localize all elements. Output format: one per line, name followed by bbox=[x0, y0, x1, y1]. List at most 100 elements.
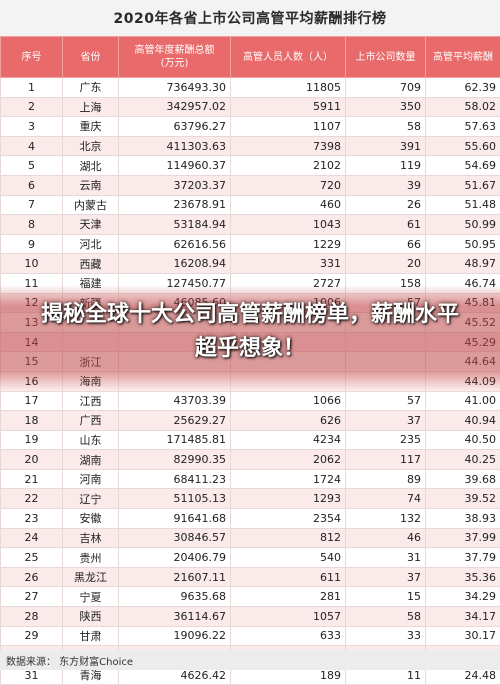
total-salary-cell: 19096.22 bbox=[119, 626, 231, 646]
exec-count-cell: 1057 bbox=[231, 607, 346, 627]
exec-count-cell: 626 bbox=[231, 411, 346, 431]
rank-cell: 2 bbox=[1, 97, 63, 117]
exec-count-cell: 2354 bbox=[231, 509, 346, 529]
headline-text[interactable]: 揭秘全球十大公司高管薪酬榜单，薪酬水平超乎想象！ bbox=[40, 298, 460, 366]
company-count-cell: 66 bbox=[346, 234, 426, 254]
avg-salary-cell: 51.48 bbox=[426, 195, 500, 215]
header-col-total-salary: 高管年度薪酬总额 (万元) bbox=[119, 37, 231, 78]
footer: 数据来源： 东方财富Choice bbox=[0, 650, 500, 670]
rank-cell: 17 bbox=[1, 391, 63, 411]
company-count-cell: 31 bbox=[346, 548, 426, 568]
total-salary-cell: 23678.91 bbox=[119, 195, 231, 215]
total-salary-cell: 30846.57 bbox=[119, 528, 231, 548]
province-cell: 广西 bbox=[63, 411, 119, 431]
rank-cell: 27 bbox=[1, 587, 63, 607]
province-cell: 宁夏 bbox=[63, 587, 119, 607]
rank-cell: 19 bbox=[1, 430, 63, 450]
exec-count-cell: 720 bbox=[231, 175, 346, 195]
avg-salary-cell: 38.93 bbox=[426, 509, 500, 529]
avg-salary-cell: 40.25 bbox=[426, 450, 500, 470]
avg-salary-cell: 40.50 bbox=[426, 430, 500, 450]
company-count-cell: 37 bbox=[346, 567, 426, 587]
total-salary-cell: 36114.67 bbox=[119, 607, 231, 627]
exec-count-cell: 2062 bbox=[231, 450, 346, 470]
exec-count-cell: 5911 bbox=[231, 97, 346, 117]
rank-cell: 5 bbox=[1, 156, 63, 176]
total-salary-cell: 114960.37 bbox=[119, 156, 231, 176]
province-cell: 重庆 bbox=[63, 117, 119, 137]
company-count-cell: 89 bbox=[346, 469, 426, 489]
total-salary-cell: 9635.68 bbox=[119, 587, 231, 607]
avg-salary-cell: 41.00 bbox=[426, 391, 500, 411]
province-cell: 北京 bbox=[63, 136, 119, 156]
company-count-cell: 46 bbox=[346, 528, 426, 548]
table-header-row: 序号省份高管年度薪酬总额 (万元)高管人员人数（人）上市公司数量高管平均薪酬 bbox=[1, 37, 500, 78]
avg-salary-cell: 37.99 bbox=[426, 528, 500, 548]
province-cell: 吉林 bbox=[63, 528, 119, 548]
avg-salary-cell: 39.68 bbox=[426, 469, 500, 489]
exec-count-cell: 7398 bbox=[231, 136, 346, 156]
province-cell: 云南 bbox=[63, 175, 119, 195]
company-count-cell: 20 bbox=[346, 254, 426, 274]
company-count-cell: 57 bbox=[346, 391, 426, 411]
header-col-exec-count: 高管人员人数（人） bbox=[231, 37, 346, 78]
company-count-cell: 39 bbox=[346, 175, 426, 195]
company-count-cell: 61 bbox=[346, 215, 426, 235]
avg-salary-cell: 30.17 bbox=[426, 626, 500, 646]
exec-count-cell: 1293 bbox=[231, 489, 346, 509]
total-salary-cell: 51105.13 bbox=[119, 489, 231, 509]
total-salary-cell: 411303.63 bbox=[119, 136, 231, 156]
avg-salary-cell: 39.52 bbox=[426, 489, 500, 509]
rank-cell: 1 bbox=[1, 78, 63, 98]
rank-cell: 22 bbox=[1, 489, 63, 509]
exec-count-cell: 4234 bbox=[231, 430, 346, 450]
province-cell: 安徽 bbox=[63, 509, 119, 529]
rank-cell: 25 bbox=[1, 548, 63, 568]
exec-count-cell: 1229 bbox=[231, 234, 346, 254]
total-salary-cell: 91641.68 bbox=[119, 509, 231, 529]
rank-cell: 20 bbox=[1, 450, 63, 470]
exec-count-cell: 1724 bbox=[231, 469, 346, 489]
avg-salary-cell: 48.97 bbox=[426, 254, 500, 274]
exec-count-cell: 633 bbox=[231, 626, 346, 646]
province-cell: 广东 bbox=[63, 78, 119, 98]
total-salary-cell: 37203.37 bbox=[119, 175, 231, 195]
province-cell: 湖北 bbox=[63, 156, 119, 176]
company-count-cell: 119 bbox=[346, 156, 426, 176]
province-cell: 河北 bbox=[63, 234, 119, 254]
province-cell: 山东 bbox=[63, 430, 119, 450]
exec-count-cell: 1107 bbox=[231, 117, 346, 137]
total-salary-cell: 736493.30 bbox=[119, 78, 231, 98]
rank-cell: 23 bbox=[1, 509, 63, 529]
total-salary-cell: 82990.35 bbox=[119, 450, 231, 470]
province-cell: 黑龙江 bbox=[63, 567, 119, 587]
province-cell: 湖南 bbox=[63, 450, 119, 470]
total-salary-cell: 62616.56 bbox=[119, 234, 231, 254]
header-col-avg-salary: 高管平均薪酬 bbox=[426, 37, 500, 78]
total-salary-cell: 20406.79 bbox=[119, 548, 231, 568]
exec-count-cell: 540 bbox=[231, 548, 346, 568]
province-cell: 甘肃 bbox=[63, 626, 119, 646]
avg-salary-cell: 50.99 bbox=[426, 215, 500, 235]
total-salary-cell: 43703.39 bbox=[119, 391, 231, 411]
exec-count-cell: 2102 bbox=[231, 156, 346, 176]
avg-salary-cell: 34.17 bbox=[426, 607, 500, 627]
title-bar: 2020年各省上市公司高管平均薪酬排行榜 bbox=[0, 0, 500, 36]
company-count-cell: 37 bbox=[346, 411, 426, 431]
avg-salary-cell: 35.36 bbox=[426, 567, 500, 587]
total-salary-cell: 171485.81 bbox=[119, 430, 231, 450]
avg-salary-cell: 62.39 bbox=[426, 78, 500, 98]
rank-cell: 9 bbox=[1, 234, 63, 254]
